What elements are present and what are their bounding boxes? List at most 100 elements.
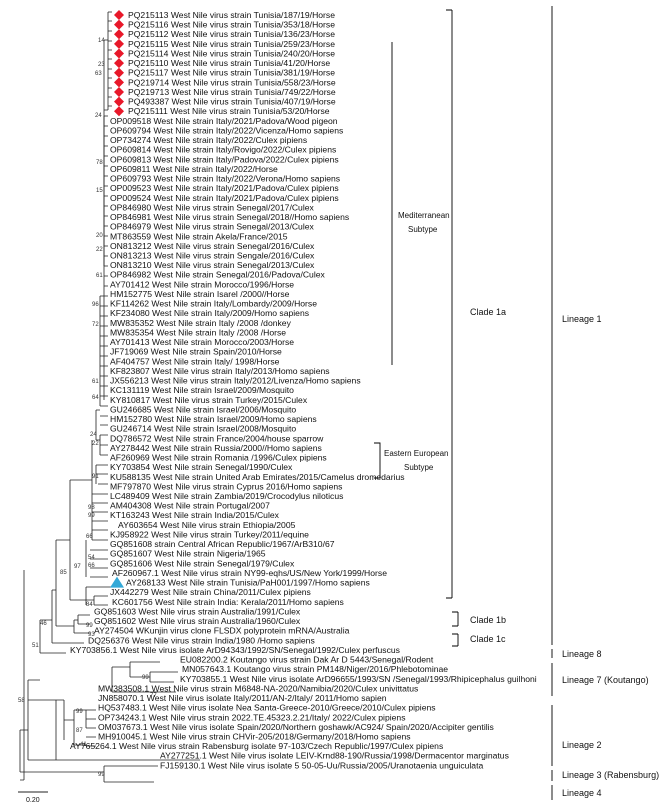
lineage7-branches — [111, 661, 178, 693]
bootstrap-value: 99 — [98, 772, 105, 778]
leaf-label: OP009523 West Nile strain Italy/2021/Pad… — [110, 183, 339, 193]
tunisia-cluster-branches — [107, 11, 112, 110]
leaf-label: DQ256376 West Nile virus strain India/19… — [88, 635, 315, 645]
leaf-label: DQ786572 West Nile strain France/2004/ho… — [110, 433, 324, 443]
bootstrap-value: 77 — [150, 693, 157, 699]
leaf-label: PQ215117 West Nile virus strain Tunisia/… — [128, 68, 335, 78]
eastern-european-subtype-label-2: Subtype — [404, 463, 434, 472]
red-diamond-marker — [114, 10, 124, 20]
lineage-4-label: Lineage 4 — [562, 788, 602, 798]
leaf-label: MN057643.1 Koutango virus strain PM148/N… — [182, 664, 448, 674]
leaf-label: FJ159130.1 West Nile virus isolate 5 50-… — [160, 760, 483, 770]
lineage-2-label: Lineage 2 — [562, 740, 602, 750]
red-diamond-marker — [114, 58, 124, 69]
leaf-labels: PQ215113 West Nile virus strain Tunisia/… — [70, 10, 537, 770]
bootstrap-value: 72 — [92, 322, 99, 328]
leaf-label: PQ215112 West Nile virus strain Tunisia/… — [128, 29, 335, 39]
leaf-label: AY701412 West Nile strain Morocco/1996/H… — [110, 279, 294, 289]
leaf-label: JF719069 West Nile strain Spain/2010/Hor… — [110, 347, 282, 357]
bootstrap-value: 99 — [86, 623, 93, 629]
leaf-label: OP009518 West Nile strain Italy/2021/Pad… — [110, 116, 338, 126]
bootstrap-value: 15 — [96, 188, 103, 194]
lineage1-root — [51, 539, 84, 644]
leaf-label: OP609794 West Nile strain Italy/2022/Vic… — [110, 125, 343, 135]
leaf-label: GQ851603 West Nile virus strain Australi… — [94, 606, 301, 616]
leaf-label: MW835354 West Nile strain Italy /2008 /H… — [110, 327, 286, 337]
leaf-label: ON813210 West Nile virus strain Senegal/… — [110, 260, 315, 270]
leaf-label: ON813213 West Nile virus strain Sengale/… — [110, 251, 315, 261]
leaf-label: JX442279 West Nile strain China/2011/Cul… — [110, 587, 311, 597]
lineage-7-label: Lineage 7 (Koutango) — [562, 675, 649, 685]
leaf-label: EU082200.2 Koutango virus strain Dak Ar … — [180, 655, 434, 665]
bootstrap-value: 61 — [96, 273, 103, 279]
lineage8-branch — [39, 619, 66, 654]
leaf-label: JX556213 West Nile virus strain Italy/20… — [110, 376, 361, 386]
bootstrap-value: 66 — [88, 563, 95, 569]
red-diamond-marker — [114, 96, 124, 107]
red-diamond-marker — [114, 38, 124, 49]
clade-1b-bracket — [452, 611, 459, 627]
bootstrap-value: 98 — [88, 505, 95, 511]
leaf-label: ON813212 West Nile virus strain Senegal/… — [110, 241, 315, 251]
bootstrap-value: 85 — [60, 570, 67, 576]
leaf-label: KF234080 West Nile strain Italy/2009/Hom… — [110, 308, 309, 318]
lineage2-branches — [55, 699, 96, 760]
bootstrap-value: 99 — [88, 513, 95, 519]
leaf-label: OM037673.1 West Nile virus isolate Spain… — [98, 722, 494, 732]
leaf-label: PQ215110 West Nile virus strain Tunisia/… — [128, 58, 330, 68]
bootstrap-value: 20 — [96, 233, 103, 239]
bootstrap-value: 14 — [98, 38, 105, 44]
bootstrap-value: 24 — [90, 432, 97, 438]
eastern-european-bracket — [374, 442, 381, 479]
leaf-label: GQ851606 West Nile strain Senegal/1979/C… — [110, 558, 295, 568]
leaf-label: MT863559 West Nile strain Akela/France/2… — [110, 231, 288, 241]
leaf-label: PQ219714 West Nile virus strain Tunisia/… — [128, 77, 336, 87]
africa-ny-branches — [85, 540, 108, 578]
leaf-label: AF404757 West Nile strain Italy/ 1998/Ho… — [110, 356, 280, 366]
red-diamond-marker — [114, 29, 124, 40]
leaf-label: AY268133 West Nile strain Tunisia/PaH001… — [126, 578, 370, 588]
leaf-label: PQ215116 West Nile virus strain Tunisia/… — [128, 20, 335, 30]
mediterranean-subtype-label: Mediterranean — [398, 211, 450, 220]
bootstrap-value: 78 — [96, 160, 103, 166]
scale-bar-label: 0.20 — [26, 797, 40, 804]
leaf-label: PQ215115 West Nile virus strain Tunisia/… — [128, 39, 335, 49]
eastern-european-branches — [95, 409, 108, 456]
clade1a-lower-branches — [91, 440, 108, 541]
bootstrap-value: 54 — [88, 555, 95, 561]
bootstrap-value: 23 — [98, 62, 105, 68]
bootstrap-value: 99 — [76, 709, 83, 715]
leaf-label: OP609813 West Nile strain Italy/Padova/2… — [110, 154, 339, 164]
leaf-label: AF260967.1 West Nile virus strain NY99-e… — [112, 568, 387, 578]
leaf-label: AY765264.1 West Nile virus strain Rabens… — [70, 741, 443, 751]
bootstrap-value: 61 — [92, 379, 99, 385]
leaf-label: LC489409 West Nile strain Zambia/2019/Cr… — [110, 491, 343, 501]
leaf-label: KT163243 West Nile strain India/2015/Cul… — [110, 510, 280, 520]
leaf-markers — [110, 10, 124, 588]
leaf-label: KY810817 West Nile virus strain Turkey/2… — [110, 395, 308, 405]
leaf-label: AF260969 West Nile strain Romania /1996/… — [110, 453, 327, 463]
bootstrap-values: 14 23 63 24 78 15 20 22 61 96 72 61 64 24 22 91 98 99 66 54… — [18, 38, 157, 778]
bootstrap-value: 97 — [74, 564, 81, 570]
leaf-label: KF114262 West Nile strain Italy/Lombardy… — [110, 299, 317, 309]
mediterranean-subtype-label-2: Subtype — [408, 225, 438, 234]
clade-1c-bracket — [452, 633, 459, 647]
lineage-8-label: Lineage 8 — [562, 649, 602, 659]
leaf-label: KJ958922 West Nile virus strain Turkey/2… — [110, 529, 309, 539]
leaf-label: JN858070.1 West Nile virus isolate Italy… — [98, 693, 387, 703]
bootstrap-value: 46 — [40, 621, 47, 627]
leaf-label: KU588135 West Nile strain United Arab Em… — [110, 472, 405, 482]
bootstrap-value: 58 — [18, 698, 25, 704]
bootstrap-value: 22 — [92, 441, 99, 447]
leaf-label: GQ851608 strain Central African Republic… — [110, 539, 335, 549]
red-diamond-marker — [114, 67, 124, 78]
bootstrap-value: 41 — [80, 742, 87, 748]
red-diamond-marker — [114, 106, 124, 117]
leaf-label: OP609811 West Nile strain Italy/2022/Hor… — [110, 164, 278, 174]
leaf-label: GQ851607 West Nile strain Nigeria/1965 — [110, 549, 266, 559]
clade1a-root — [69, 479, 92, 601]
bootstrap-value: 99 — [142, 675, 149, 681]
leaf-label: AY274504 WKunjin virus clone FLSDX polyp… — [94, 626, 350, 636]
leaf-label: KF823807 West Nile virus strain Italy/20… — [110, 366, 330, 376]
